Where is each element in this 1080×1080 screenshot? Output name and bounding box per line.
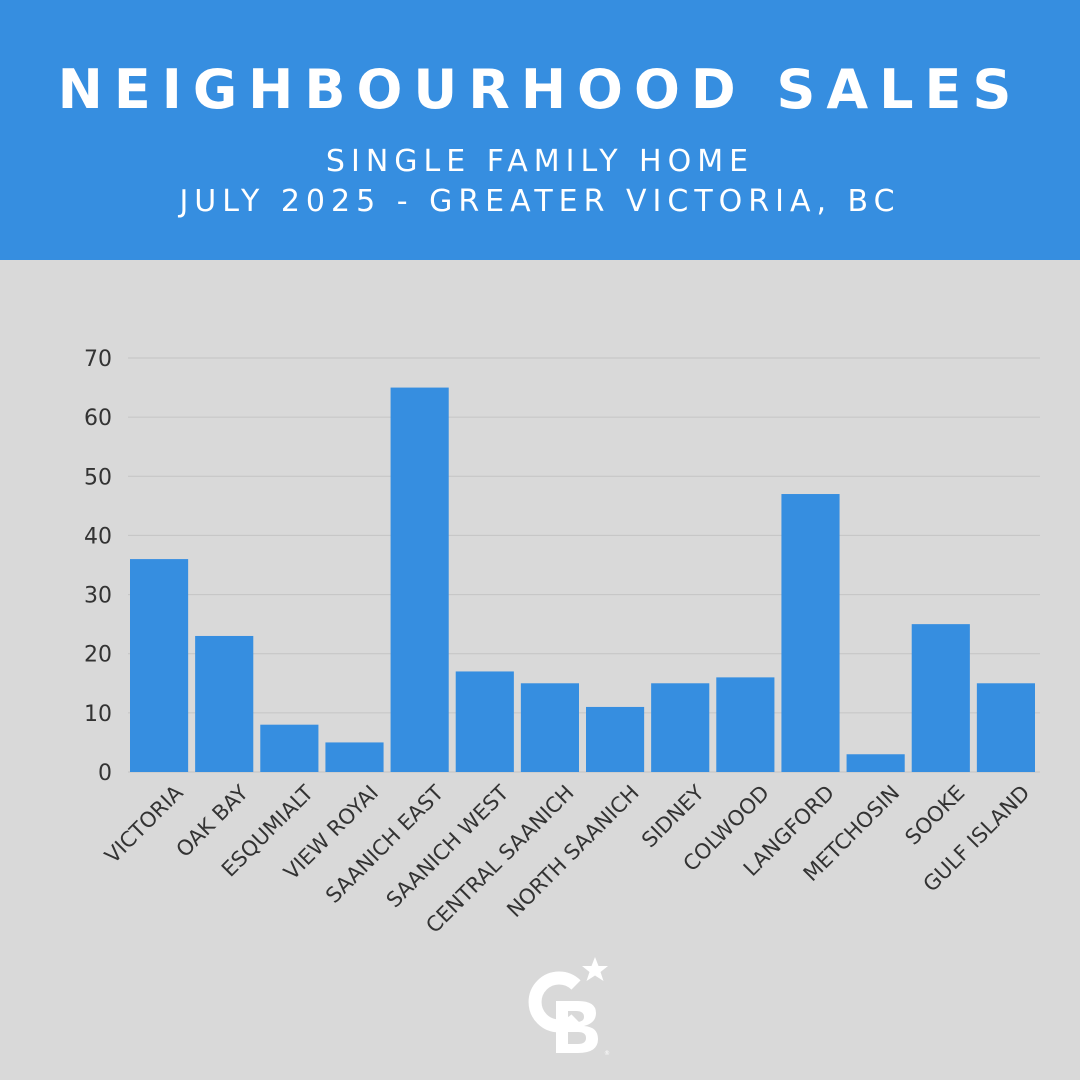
subtitle-date-region: JULY 2025 - GREATER VICTORIA, BC: [179, 184, 901, 219]
y-tick-label: 10: [84, 702, 112, 727]
y-tick-label: 30: [84, 584, 112, 609]
y-tick-label: 0: [98, 761, 112, 786]
page-title: NEIGHBOURHOOD SALES: [57, 58, 1023, 121]
bar-colwood: [716, 677, 775, 772]
bar-view-royai: [325, 742, 384, 772]
bar-north-saanich: [586, 706, 645, 772]
y-axis-ticks: 0 10 20 30 40 50 60 70: [84, 347, 112, 786]
bar-oak-bay: [195, 635, 254, 772]
y-tick-label: 50: [84, 465, 112, 490]
y-tick-label: 70: [84, 347, 112, 372]
bar-central-saanich: [520, 683, 579, 772]
gridlines: [128, 357, 1040, 773]
bar-saanich-east: [390, 387, 449, 772]
header-banner: NEIGHBOURHOOD SALES SINGLE FAMILY HOME J…: [0, 0, 1080, 260]
bar-esqumialt: [260, 724, 319, 772]
svg-text:®: ®: [604, 1050, 610, 1057]
x-axis-label: VICTORIA: [100, 780, 188, 868]
y-tick-label: 40: [84, 524, 112, 549]
bar-saanich-west: [455, 671, 514, 772]
y-tick-label: 20: [84, 643, 112, 668]
bars: [130, 387, 1035, 772]
x-axis-label: SAANICH EAST: [321, 780, 448, 907]
bar-victoria: [130, 559, 189, 772]
bar-gulf-island: [976, 683, 1035, 772]
y-tick-label: 60: [84, 406, 112, 431]
subtitle-property-type: SINGLE FAMILY HOME: [325, 144, 755, 179]
coldwell-banker-logo-icon: ®: [528, 957, 610, 1057]
bar-sooke: [911, 624, 970, 772]
x-axis-label: SAANICH WEST: [382, 780, 514, 912]
bar-sidney: [651, 683, 710, 772]
bar-langford: [781, 494, 840, 772]
bar-metchosin: [846, 754, 905, 772]
